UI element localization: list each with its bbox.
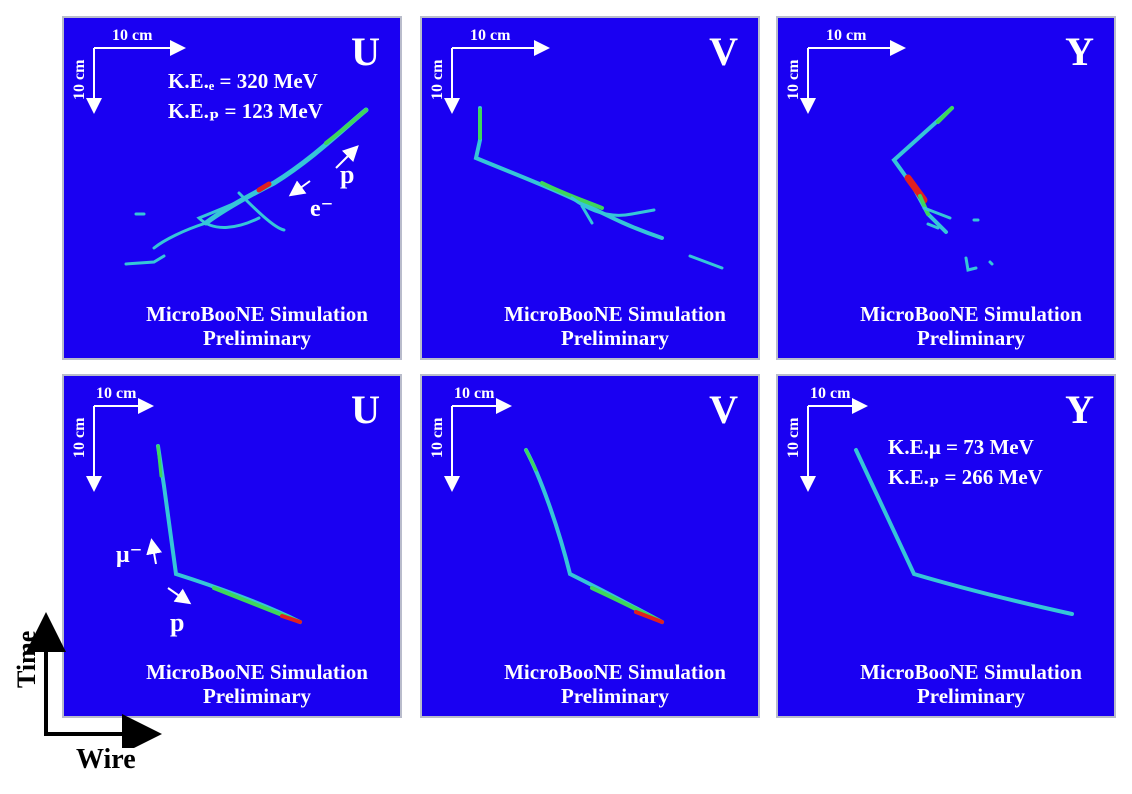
scale-label-horizontal: 10 cm (470, 27, 511, 44)
event-display-panel-bottom-y: 10 cm 10 cm Y K.E.μ = 73 MeV K.E.ₚ = 266… (776, 374, 1116, 718)
watermark-line2: Preliminary (560, 326, 670, 350)
plane-label: V (709, 387, 738, 432)
plane-label: V (709, 29, 738, 74)
scale-label-horizontal: 10 cm (454, 385, 495, 402)
watermark-line1: MicroBooNE Simulation (146, 660, 368, 684)
event-display-panel-bottom-u: 10 cm 10 cm U μ⁻ p MicroBooNE Simulation… (62, 374, 402, 718)
watermark-line1: MicroBooNE Simulation (504, 660, 726, 684)
scale-label-vertical: 10 cm (71, 417, 88, 458)
watermark-line2: Preliminary (202, 684, 312, 708)
watermark-line2: Preliminary (202, 326, 312, 350)
wire-axis-label: Wire (76, 744, 136, 775)
track-view (800, 40, 994, 272)
plane-label: U (351, 387, 380, 432)
direction-arrows (146, 538, 192, 605)
scale-bars (444, 40, 550, 114)
time-axis-label: Time (12, 630, 41, 688)
scale-bars (800, 398, 868, 492)
watermark-line2: Preliminary (916, 326, 1026, 350)
particle-tracks (891, 106, 994, 272)
particle-tracks (854, 448, 1074, 616)
event-display-panel-top-v: 10 cm 10 cm V MicroBooNE Simulation Prel… (420, 16, 760, 360)
proton-label: p (170, 608, 185, 637)
track-view (800, 398, 1074, 616)
particle-tracks (524, 448, 664, 624)
kinetic-energy-proton: K.E.ₚ = 266 MeV (888, 465, 1043, 489)
muon-label: μ⁻ (116, 542, 143, 568)
kinetic-energy-muon: K.E.μ = 73 MeV (888, 435, 1034, 459)
simulation-watermark: MicroBooNE Simulation Preliminary (422, 302, 758, 350)
plane-label: U (351, 29, 380, 74)
plane-label: Y (1065, 387, 1094, 432)
scale-bars (800, 40, 906, 114)
kinetic-energy-electron: K.E.ₑ = 320 MeV (168, 69, 318, 93)
event-display-panel-top-y: 10 cm 10 cm Y MicroBooNE Simulation Prel… (776, 16, 1116, 360)
scale-label-vertical: 10 cm (785, 417, 802, 458)
scale-label-vertical: 10 cm (429, 417, 446, 458)
track-view (86, 398, 302, 624)
scale-label-horizontal: 10 cm (810, 385, 851, 402)
watermark-line1: MicroBooNE Simulation (860, 302, 1082, 326)
direction-arrows (288, 145, 359, 197)
track-view (86, 40, 369, 266)
orientation-axes (25, 612, 162, 748)
scale-label-horizontal: 10 cm (96, 385, 137, 402)
track-view (444, 40, 724, 270)
particle-tracks (124, 107, 369, 266)
simulation-watermark: MicroBooNE Simulation Preliminary (778, 302, 1114, 350)
plane-label: Y (1065, 29, 1094, 74)
simulation-watermark: MicroBooNE Simulation Preliminary (778, 660, 1114, 708)
kinetic-energy-proton: K.E.ₚ = 123 MeV (168, 99, 323, 123)
scale-label-vertical: 10 cm (71, 59, 88, 100)
watermark-line1: MicroBooNE Simulation (146, 302, 368, 326)
scale-label-vertical: 10 cm (785, 59, 802, 100)
scale-bars (444, 398, 512, 492)
simulation-watermark: MicroBooNE Simulation Preliminary (64, 302, 400, 350)
particle-tracks (156, 444, 302, 624)
electron-label: e⁻ (310, 196, 334, 222)
watermark-line1: MicroBooNE Simulation (504, 302, 726, 326)
event-display-panel-bottom-v: 10 cm 10 cm V MicroBooNE Simulation Prel… (420, 374, 760, 718)
particle-tracks (473, 106, 724, 270)
watermark-line2: Preliminary (560, 684, 670, 708)
simulation-watermark: MicroBooNE Simulation Preliminary (422, 660, 758, 708)
watermark-line2: Preliminary (916, 684, 1026, 708)
scale-label-vertical: 10 cm (429, 59, 446, 100)
proton-label: p (340, 160, 355, 189)
simulation-watermark: MicroBooNE Simulation Preliminary (64, 660, 400, 708)
watermark-line1: MicroBooNE Simulation (860, 660, 1082, 684)
scale-bars (86, 40, 186, 114)
scale-label-horizontal: 10 cm (112, 27, 153, 44)
scale-label-horizontal: 10 cm (826, 27, 867, 44)
track-view (444, 398, 664, 624)
event-display-panel-top-u: 10 cm 10 cm U K.E.ₑ = 320 MeV K.E.ₚ = 12… (62, 16, 402, 360)
scale-bars (86, 398, 154, 492)
